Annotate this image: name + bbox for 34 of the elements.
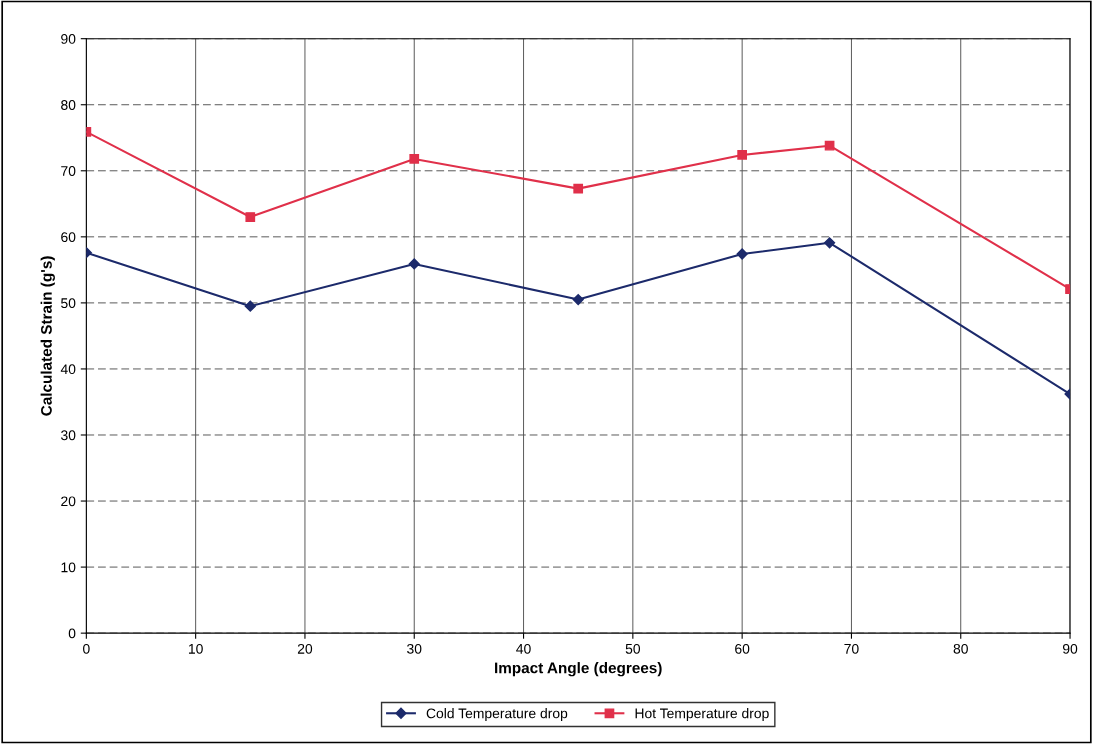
legend-label: Hot Temperature drop bbox=[635, 708, 769, 722]
x-axis-title: Impact Angle (degrees) bbox=[495, 662, 662, 677]
point bbox=[409, 154, 420, 164]
point bbox=[572, 293, 584, 306]
point bbox=[824, 140, 835, 151]
x-tick-label: 20 bbox=[297, 643, 313, 654]
x-tick-label: 40 bbox=[516, 643, 531, 654]
y-tick-label: 70 bbox=[61, 166, 76, 176]
x-tick-label: 0 bbox=[83, 643, 90, 654]
y-tick-label: 50 bbox=[61, 298, 76, 309]
y-axis-title: Calculated Strain (g's) bbox=[40, 256, 55, 416]
y-tick-label: 60 bbox=[61, 232, 76, 243]
y-tick-label: 90 bbox=[61, 34, 76, 44]
point bbox=[408, 258, 420, 270]
point bbox=[823, 237, 836, 249]
y-tick-label: 30 bbox=[61, 430, 76, 441]
point bbox=[573, 183, 584, 194]
x-tick-label: 10 bbox=[188, 643, 203, 654]
y-tick-label: 0 bbox=[68, 628, 76, 639]
y-tick-label: 10 bbox=[61, 562, 76, 573]
point bbox=[736, 248, 748, 260]
x-tick-label: 90 bbox=[1062, 643, 1078, 654]
y-tick-label: 40 bbox=[60, 364, 76, 375]
x-tick-label: 30 bbox=[407, 643, 422, 654]
x-tick-label: 70 bbox=[844, 643, 859, 654]
x-tick-label: 80 bbox=[953, 643, 968, 654]
x-tick-label: 60 bbox=[735, 643, 750, 654]
point bbox=[244, 300, 256, 312]
legend-label: Cold Temperature drop bbox=[426, 708, 568, 722]
y-tick-label: 20 bbox=[61, 496, 76, 507]
point bbox=[737, 150, 748, 160]
point bbox=[245, 212, 256, 222]
y-tick-label: 80 bbox=[61, 100, 76, 110]
x-tick-label: 50 bbox=[625, 643, 641, 654]
